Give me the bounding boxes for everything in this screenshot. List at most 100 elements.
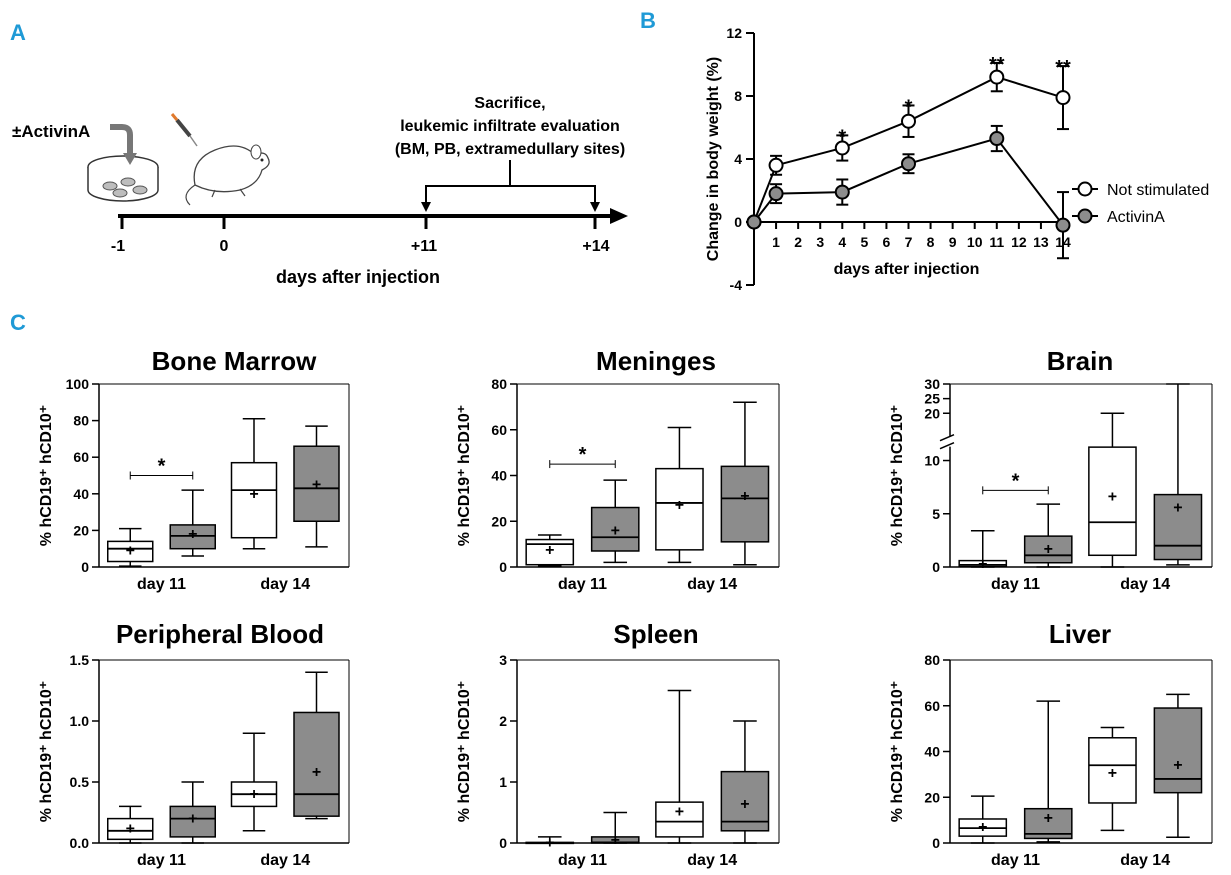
data-point	[1055, 217, 1071, 233]
x-tick-label: 13	[1033, 234, 1049, 250]
spleen-chart: Spleen 0 1 2 3 % hCD19⁺ hCD10⁺ day 11 day 14 + + +…	[456, 619, 780, 869]
x-category-label: day 14	[260, 576, 310, 593]
box	[293, 445, 340, 522]
chart-title: Liver	[1049, 619, 1111, 649]
y-tick-label: 5	[932, 506, 940, 522]
significance-mark: *	[158, 456, 166, 478]
data-point	[989, 69, 1005, 85]
y-axis-label: % hCD19⁺ hCD10⁺	[38, 681, 55, 822]
y-tick-label: 25	[924, 391, 940, 407]
y-tick-label: 0	[499, 835, 507, 851]
x-tick-label: 2	[794, 234, 802, 250]
y-tick-label: 20	[491, 513, 507, 529]
box	[655, 467, 704, 551]
legend-marker	[1077, 208, 1093, 224]
legend-label: ActivinA	[1107, 209, 1165, 226]
y-tick-label: 3	[499, 652, 507, 668]
axis-break-gap	[938, 436, 952, 447]
y-axis-label: Change in body weight (%)	[705, 57, 722, 261]
mean-marker: +	[978, 819, 987, 836]
chart-title: Peripheral Blood	[116, 619, 324, 649]
mean-marker: +	[1108, 489, 1117, 506]
data-point	[834, 184, 850, 200]
y-tick-label: 40	[924, 744, 940, 760]
timeline-tick-label: 0	[220, 238, 229, 255]
data-point	[901, 113, 916, 129]
y-tick-label: 30	[924, 376, 940, 392]
axis-break-mark	[939, 433, 955, 442]
y-tick-label: 0.0	[70, 835, 90, 851]
x-category-label: day 14	[1120, 576, 1170, 593]
x-category-label: day 11	[558, 852, 607, 869]
x-tick-label: 3	[816, 234, 824, 250]
series-line	[753, 137, 1064, 226]
mean-marker: +	[611, 522, 620, 539]
mean-marker: +	[611, 832, 620, 849]
y-tick-label: 20	[924, 789, 940, 805]
sacrifice-bracket	[421, 160, 600, 212]
x-category-label: day 14	[1120, 852, 1170, 869]
mouse-icon	[185, 144, 270, 206]
y-tick-label: 2	[499, 713, 507, 729]
box	[1088, 737, 1137, 804]
x-category-label: day 11	[991, 852, 1040, 869]
x-axis-label: days after injection	[834, 261, 980, 278]
significance-mark: *	[838, 126, 846, 148]
treatment-label: ±ActivinA	[12, 122, 90, 141]
y-tick-label: 80	[924, 652, 940, 668]
meninges-chart: Meninges 0 20 40 60 80 % hCD19⁺ hCD10⁺ day 11 da…	[456, 346, 780, 593]
box	[1088, 446, 1137, 557]
y-tick-label: 1	[499, 774, 507, 790]
box	[655, 801, 704, 838]
box	[958, 559, 1008, 568]
y-tick-label: 4	[734, 151, 742, 167]
mean-marker: +	[1173, 757, 1182, 774]
chart-title: Bone Marrow	[152, 346, 317, 376]
mean-marker: +	[249, 786, 258, 803]
significance-mark: **	[989, 54, 1005, 76]
dispense-arrow-icon	[110, 124, 137, 165]
y-tick-label: 12	[726, 25, 742, 41]
x-tick-label: 7	[905, 234, 913, 250]
x-category-label: day 11	[137, 852, 186, 869]
x-category-label: day 14	[687, 576, 737, 593]
data-point	[1055, 90, 1071, 106]
y-axis-label: % hCD19⁺ hCD10⁺	[889, 681, 906, 822]
data-point	[768, 186, 784, 202]
mean-marker: +	[126, 820, 135, 837]
x-tick-label: 9	[949, 234, 957, 250]
box	[107, 540, 154, 563]
timeline-arrow-icon	[610, 208, 628, 224]
y-tick-label: 0	[734, 214, 742, 230]
y-tick-label: 80	[73, 413, 89, 429]
x-category-label: day 14	[260, 852, 310, 869]
data-point	[746, 214, 762, 230]
y-tick-label: 20	[924, 405, 940, 421]
y-tick-label: 60	[491, 422, 507, 438]
panel-label-b: B	[640, 8, 656, 33]
mean-marker: +	[740, 796, 749, 813]
significance-mark: **	[1055, 57, 1071, 79]
y-tick-label: 80	[491, 376, 507, 392]
schematic-axis-label: days after injection	[276, 267, 440, 287]
x-category-label: day 14	[687, 852, 737, 869]
syringe-icon	[170, 113, 198, 147]
sacrifice-label-line: leukemic infiltrate evaluation	[400, 118, 620, 135]
panel-label-a: A	[10, 20, 26, 45]
mean-marker: +	[675, 803, 684, 820]
x-tick-label: 11	[989, 234, 1004, 250]
data-point	[901, 156, 916, 172]
sacrifice-label-line: (BM, PB, extramedullary sites)	[395, 141, 625, 158]
box	[293, 711, 340, 817]
timeline-tick-label: -1	[111, 238, 125, 255]
mean-marker: +	[188, 811, 197, 828]
legend-marker	[1077, 181, 1093, 197]
mean-marker: +	[545, 834, 554, 851]
y-tick-label: 0	[932, 835, 940, 851]
body-weight-chart: -4048121234567891011121314days after inj…	[705, 25, 1209, 293]
significance-mark: *	[905, 96, 913, 118]
x-category-label: day 11	[558, 576, 607, 593]
mean-marker: +	[740, 488, 749, 505]
mean-marker: +	[1044, 810, 1053, 827]
x-tick-label: 1	[772, 234, 780, 250]
